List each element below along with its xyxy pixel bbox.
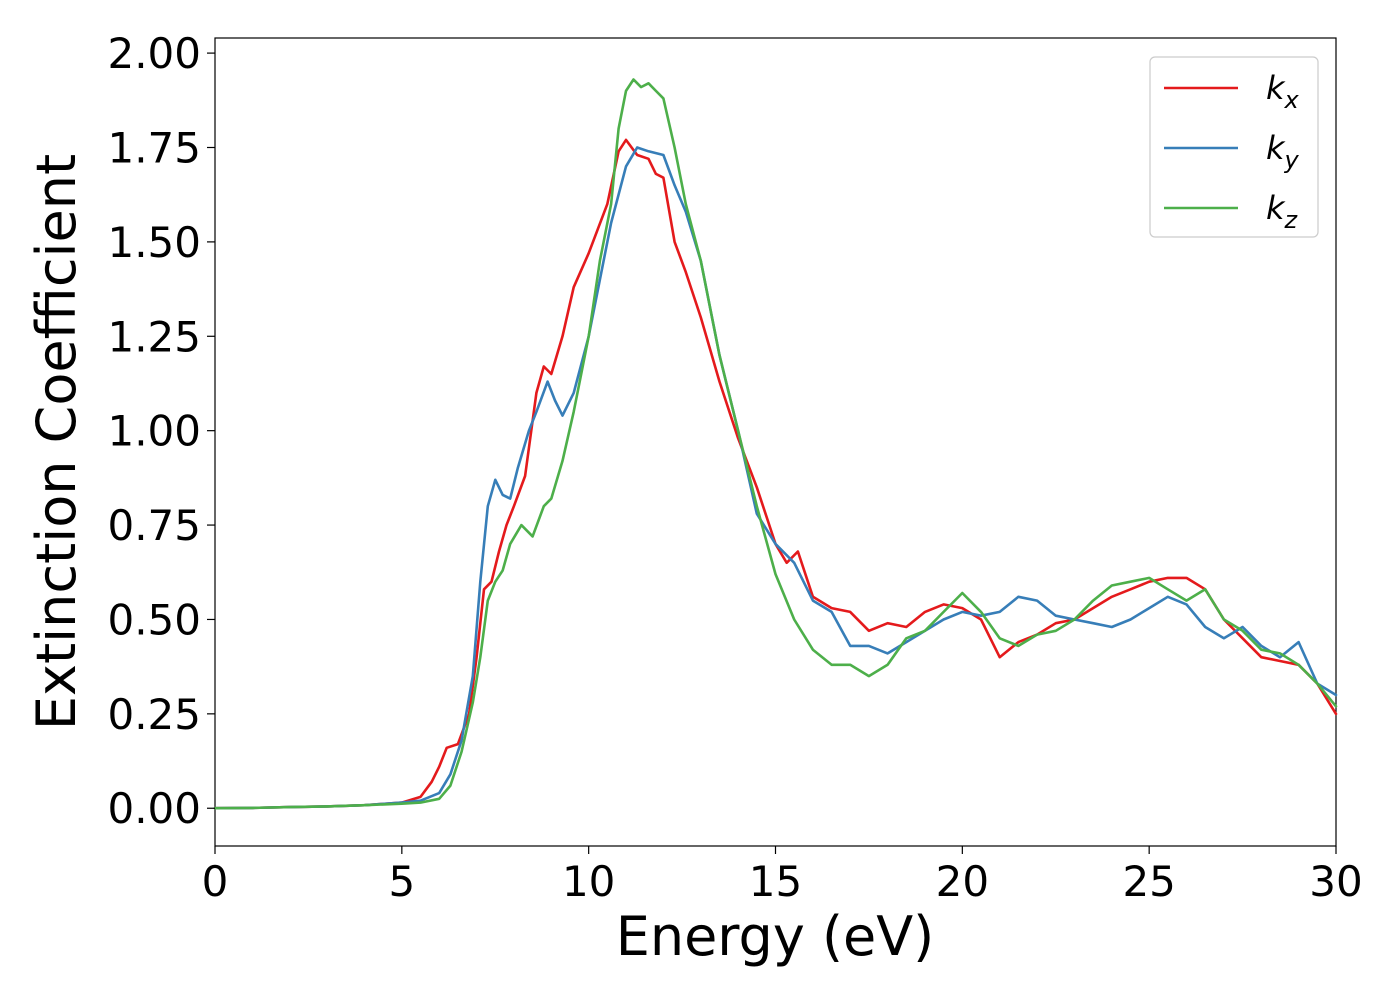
- series-line-k-z: [213, 78, 1338, 810]
- y-tick-label: 1.25: [107, 312, 201, 361]
- x-axis-label: Energy (eV): [616, 905, 935, 968]
- y-tick-label: 1.50: [107, 218, 201, 267]
- legend-label-subscript: x: [1284, 86, 1300, 114]
- legend-label-base: k: [1266, 129, 1286, 167]
- legend-label-k-y: ky: [1266, 129, 1300, 174]
- legend-label-base: k: [1266, 69, 1286, 107]
- x-tick-label: 30: [1309, 857, 1362, 906]
- x-tick-label: 10: [562, 857, 615, 906]
- x-axis-ticks: 0 5 10 15 20 25 30: [202, 846, 1363, 906]
- x-tick-label: 0: [202, 857, 229, 906]
- y-tick-label: 0.75: [107, 501, 201, 550]
- y-tick-label: 1.75: [107, 123, 201, 172]
- plot-area: [214, 37, 1337, 847]
- series-layer: [213, 78, 1338, 810]
- y-axis-label: Extinction Coefficient: [25, 154, 88, 730]
- y-tick-label: 1.00: [107, 407, 201, 456]
- y-tick-label: 0.00: [107, 784, 201, 833]
- legend-label-subscript: y: [1284, 146, 1300, 174]
- y-tick-label: 2.00: [107, 29, 201, 78]
- legend-label-k-x: kx: [1266, 69, 1300, 114]
- series-line-k-x: [213, 138, 1338, 810]
- x-tick-label: 5: [388, 857, 415, 906]
- legend-label-subscript: z: [1284, 206, 1299, 234]
- y-tick-label: 0.50: [107, 595, 201, 644]
- legend-label-k-z: kz: [1266, 189, 1299, 234]
- x-tick-label: 20: [936, 857, 989, 906]
- legend-label-base: k: [1266, 189, 1286, 227]
- x-tick-label: 25: [1122, 857, 1175, 906]
- x-tick-label: 15: [749, 857, 802, 906]
- y-tick-label: 0.25: [107, 690, 201, 739]
- y-axis-ticks: 0.00 0.25 0.50 0.75 1.00 1.25 1.50 1.75 2.00: [107, 29, 215, 833]
